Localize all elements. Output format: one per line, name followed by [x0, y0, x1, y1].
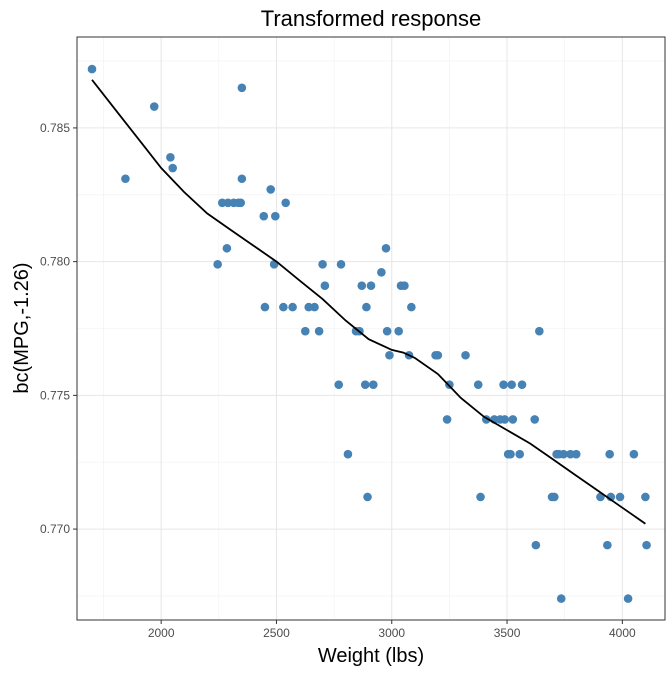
- data-point: [300, 326, 310, 336]
- data-point: [334, 380, 344, 389]
- data-point: [461, 350, 470, 360]
- data-point: [377, 268, 386, 277]
- data-point: [260, 302, 270, 312]
- data-point: [343, 449, 353, 459]
- smooth-line-group: [91, 79, 646, 525]
- data-point: [605, 449, 614, 459]
- data-point: [382, 326, 392, 336]
- data-point: [281, 198, 290, 208]
- data-point: [615, 492, 625, 502]
- x-axis-title: Weight (lbs): [318, 645, 424, 667]
- data-point: [166, 153, 175, 162]
- data-point: [362, 302, 371, 312]
- data-point: [149, 102, 159, 111]
- data-point: [314, 326, 324, 336]
- data-points: [87, 64, 651, 603]
- data-point: [168, 163, 177, 173]
- data-point: [394, 326, 403, 336]
- data-point: [506, 449, 515, 459]
- y-axis-ticks: 0.770 0.775 0.780 0.785: [40, 121, 77, 536]
- data-point: [535, 326, 544, 336]
- data-point: [310, 302, 319, 312]
- data-point: [222, 243, 232, 253]
- data-point: [363, 492, 372, 502]
- data-point: [515, 449, 525, 459]
- data-point: [642, 540, 651, 550]
- data-point: [517, 380, 527, 389]
- data-point: [531, 540, 541, 550]
- x-axis-ticks: 2000 2500 3000 3500 4000: [148, 620, 636, 640]
- data-point: [629, 449, 639, 459]
- data-point: [623, 594, 633, 603]
- data-point: [385, 350, 394, 360]
- data-point: [318, 260, 327, 269]
- data-point: [400, 281, 409, 291]
- chart-title: Transformed response: [261, 6, 482, 31]
- y-tick-label: 0.785: [40, 121, 70, 135]
- data-point: [366, 281, 376, 291]
- data-point: [556, 594, 566, 603]
- data-point: [381, 243, 391, 253]
- y-tick-label: 0.775: [40, 388, 70, 402]
- data-point: [500, 415, 510, 424]
- data-point: [507, 380, 516, 389]
- y-axis-title: bc(MPG,-1.26): [11, 262, 33, 393]
- data-point: [237, 174, 247, 184]
- data-point: [121, 174, 130, 184]
- data-point: [433, 350, 443, 360]
- data-point: [320, 281, 330, 291]
- data-point: [473, 380, 483, 389]
- x-tick-label: 4000: [609, 626, 636, 640]
- data-point: [259, 211, 269, 221]
- data-point: [266, 185, 275, 194]
- minor-gridlines: [77, 37, 665, 620]
- data-point: [271, 211, 280, 221]
- x-tick-label: 3500: [494, 626, 521, 640]
- data-point: [407, 302, 416, 312]
- data-point: [213, 260, 222, 269]
- data-point: [571, 449, 581, 459]
- data-point: [508, 415, 518, 424]
- x-tick-label: 3000: [378, 626, 405, 640]
- data-point: [530, 415, 540, 424]
- data-point: [87, 64, 97, 74]
- data-point: [499, 380, 508, 389]
- data-point: [476, 492, 485, 502]
- data-point: [641, 492, 650, 502]
- data-point: [237, 83, 247, 93]
- data-point: [360, 380, 370, 389]
- data-point: [603, 540, 612, 550]
- data-point: [559, 449, 568, 459]
- major-gridlines: [77, 37, 665, 620]
- data-point: [369, 380, 378, 389]
- data-point: [336, 260, 346, 269]
- x-tick-label: 2000: [148, 626, 175, 640]
- data-point: [550, 492, 559, 502]
- x-tick-label: 2500: [263, 626, 290, 640]
- smooth-line: [91, 79, 646, 525]
- data-point: [357, 281, 367, 291]
- panel-border: [76, 36, 666, 621]
- data-point: [288, 302, 297, 312]
- data-point: [442, 415, 452, 424]
- y-tick-label: 0.780: [40, 255, 70, 269]
- data-point: [279, 302, 288, 312]
- y-tick-label: 0.770: [40, 522, 70, 536]
- data-point: [236, 198, 246, 208]
